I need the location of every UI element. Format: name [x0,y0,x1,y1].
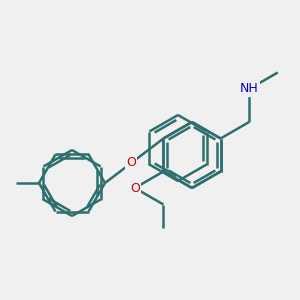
Text: O: O [130,182,140,194]
Text: NH: NH [240,82,259,95]
Text: O: O [126,157,136,169]
